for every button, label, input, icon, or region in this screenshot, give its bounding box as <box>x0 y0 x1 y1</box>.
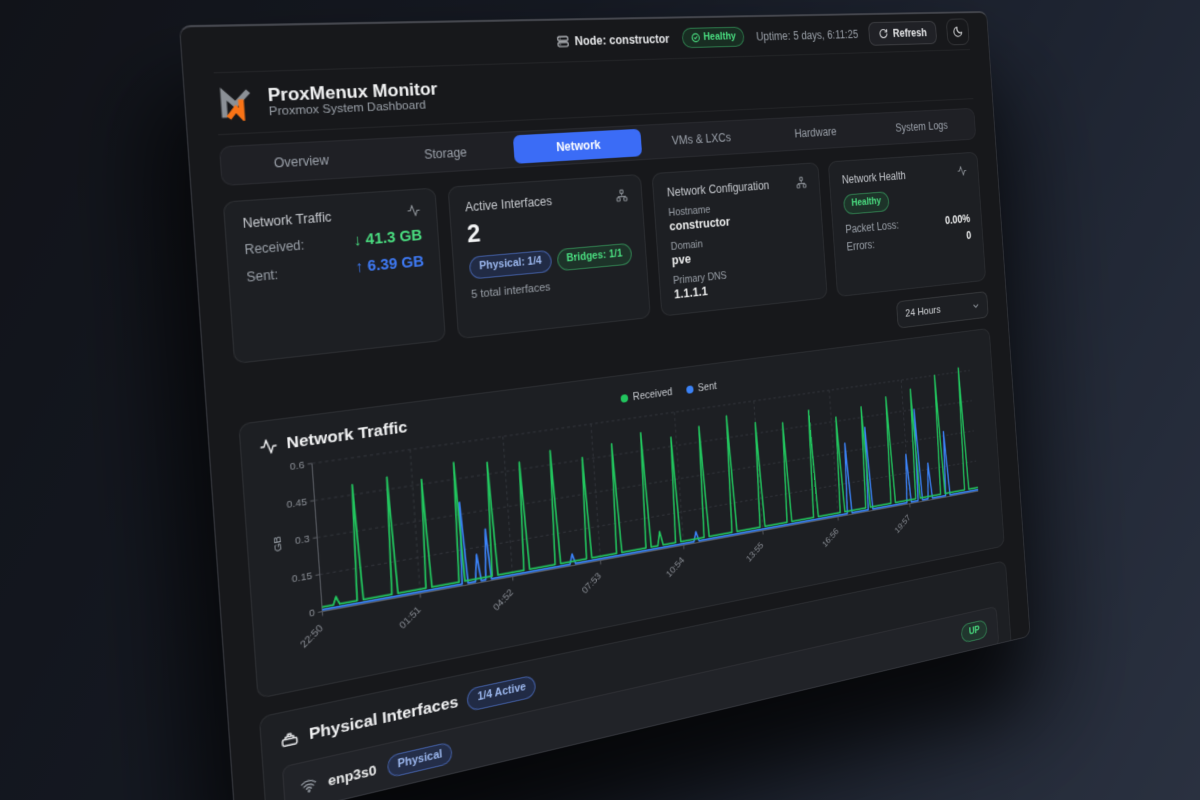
packet-loss-value: 0.00% <box>944 212 971 227</box>
moon-icon <box>952 25 963 38</box>
time-range-value: 24 Hours <box>905 304 941 320</box>
interface-type-badge: Physical <box>386 740 454 779</box>
refresh-icon <box>879 28 889 39</box>
network-icon <box>615 189 628 203</box>
svg-text:01:51: 01:51 <box>398 605 424 632</box>
sent-dot-icon <box>686 385 694 394</box>
time-range-select[interactable]: 24 Hours <box>896 291 989 329</box>
svg-text:07:53: 07:53 <box>580 571 603 596</box>
check-circle-icon <box>690 32 700 43</box>
stats-row: Network Traffic Received: ↓ 41.3 GB Sent… <box>222 151 987 365</box>
tab-overview[interactable]: Overview <box>273 152 330 171</box>
uptime-text: Uptime: 5 days, 6:11:25 <box>755 27 859 43</box>
refresh-label: Refresh <box>892 25 928 40</box>
tab-system-logs[interactable]: System Logs <box>895 118 949 135</box>
card-active-interfaces: Active Interfaces 2 Physical: 1/4 Bridge… <box>447 173 651 340</box>
svg-text:10:54: 10:54 <box>665 555 687 580</box>
theme-toggle-button[interactable] <box>945 17 970 45</box>
received-value: ↓ 41.3 GB <box>353 227 423 250</box>
received-dot-icon <box>620 393 629 403</box>
interface-name: enp3s0 <box>327 761 378 790</box>
wifi-icon <box>300 775 318 795</box>
svg-text:0.6: 0.6 <box>289 459 304 473</box>
svg-text:0.45: 0.45 <box>286 496 307 511</box>
svg-text:GB: GB <box>272 535 285 553</box>
interface-status-badge: UP <box>960 618 988 644</box>
total-interfaces-note: 5 total interfaces <box>470 280 551 302</box>
errors-label: Errors: <box>846 237 876 254</box>
svg-text:0: 0 <box>309 608 316 621</box>
health-badge-label: Healthy <box>703 30 737 43</box>
svg-text:22:50: 22:50 <box>298 623 325 650</box>
bridges-count-badge: Bridges: 1/1 <box>556 242 633 272</box>
card-config-title: Network Configuration <box>666 178 770 200</box>
chevron-down-icon <box>971 300 980 311</box>
card-network-configuration: Network Configuration Hostname construct… <box>651 162 828 317</box>
active-count-badge: 1/4 Active <box>466 674 537 712</box>
active-interfaces-count: 2 <box>466 219 482 249</box>
svg-text:13:55: 13:55 <box>745 541 766 565</box>
card-network-health: Network Health Healthy Packet Loss: 0.00… <box>827 151 987 298</box>
received-label: Received: <box>243 237 305 258</box>
sent-value: ↑ 6.39 GB <box>354 253 425 277</box>
health-badge: Healthy <box>680 26 746 49</box>
node-label: Node: constructor <box>574 31 670 48</box>
card-interfaces-title: Active Interfaces <box>464 193 553 215</box>
tab-vms-lxcs[interactable]: VMs & LXCs <box>671 130 732 148</box>
proxmenux-logo <box>215 85 256 122</box>
svg-text:04:52: 04:52 <box>491 587 515 613</box>
ethernet-port-icon <box>279 728 299 751</box>
network-traffic-chart-card: Network Traffic Received Sent 0 0.15 0.3 0.… <box>238 327 1005 700</box>
activity-icon <box>957 165 967 177</box>
network-traffic-chart: 0 0.15 0.3 0.45 0.6 22:50 01:51 04:52 07:53 10:54… <box>272 359 991 651</box>
svg-text:0.3: 0.3 <box>295 533 310 547</box>
physical-count-badge: Physical: 1/4 <box>468 249 553 280</box>
legend-sent-label: Sent <box>697 380 718 395</box>
svg-text:19:57: 19:57 <box>893 513 912 536</box>
card-health-title: Network Health <box>841 169 907 187</box>
node-info: Node: constructor <box>555 31 670 49</box>
svg-text:0.15: 0.15 <box>291 571 312 586</box>
card-network-traffic: Network Traffic Received: ↓ 41.3 GB Sent… <box>222 187 447 365</box>
server-icon <box>555 34 569 48</box>
health-status-badge: Healthy <box>842 191 890 215</box>
tab-hardware[interactable]: Hardware <box>794 125 837 141</box>
activity-icon <box>259 437 278 457</box>
svg-text:16:56: 16:56 <box>821 527 841 550</box>
refresh-button[interactable]: Refresh <box>868 20 938 46</box>
errors-value: 0 <box>965 228 972 242</box>
legend-sent: Sent <box>686 380 717 396</box>
tab-storage[interactable]: Storage <box>423 145 468 163</box>
sent-label: Sent: <box>245 266 279 286</box>
packet-loss-label: Packet Loss: <box>844 218 900 236</box>
dashboard-window: Node: constructor Healthy Uptime: 5 days… <box>178 11 1031 800</box>
tab-network[interactable]: Network <box>512 128 643 164</box>
activity-icon <box>407 203 421 218</box>
network-tree-icon <box>795 176 806 189</box>
card-traffic-title: Network Traffic <box>242 209 332 232</box>
